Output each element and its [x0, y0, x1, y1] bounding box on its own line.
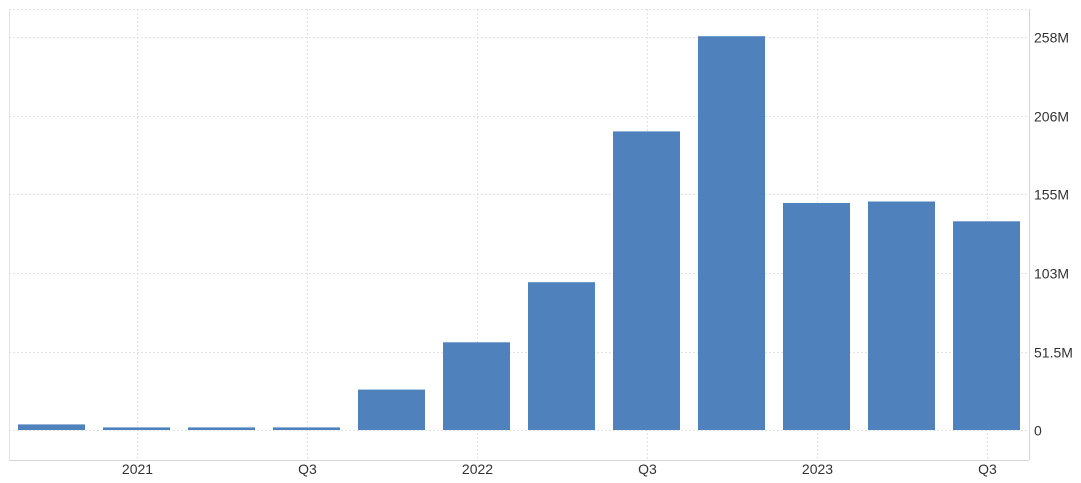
y-tick-label: 258M	[1034, 30, 1069, 46]
y-tick-label: 0	[1034, 423, 1042, 439]
bar[interactable]	[953, 221, 1020, 430]
bar[interactable]	[443, 342, 510, 430]
bar[interactable]	[613, 131, 680, 430]
y-axis-labels: 0 51.5M 103M 155M 206M 258M	[1034, 30, 1073, 439]
bars	[18, 36, 1020, 430]
y-tick-label: 51.5M	[1034, 345, 1073, 361]
bar[interactable]	[528, 282, 595, 430]
x-tick-label: Q3	[298, 461, 317, 477]
bar[interactable]	[188, 427, 255, 430]
bar[interactable]	[358, 389, 425, 430]
x-tick-label: 2021	[122, 461, 153, 477]
x-tick-label: 2022	[462, 461, 493, 477]
y-tick-label: 103M	[1034, 266, 1069, 282]
x-tick-label: Q3	[978, 461, 997, 477]
axes	[9, 9, 1030, 461]
x-axis-labels: 2021 Q3 2022 Q3 2023 Q3	[122, 461, 997, 477]
bar[interactable]	[18, 424, 85, 430]
y-tick-label: 206M	[1034, 109, 1069, 125]
x-tick-label: Q3	[638, 461, 657, 477]
bar[interactable]	[698, 36, 765, 430]
bar[interactable]	[868, 201, 935, 431]
y-tick-label: 155M	[1034, 187, 1069, 203]
bar[interactable]	[103, 427, 170, 430]
bar[interactable]	[783, 203, 850, 430]
bar[interactable]	[273, 427, 340, 430]
x-tick-label: 2023	[802, 461, 833, 477]
grid-lines	[9, 9, 1029, 460]
